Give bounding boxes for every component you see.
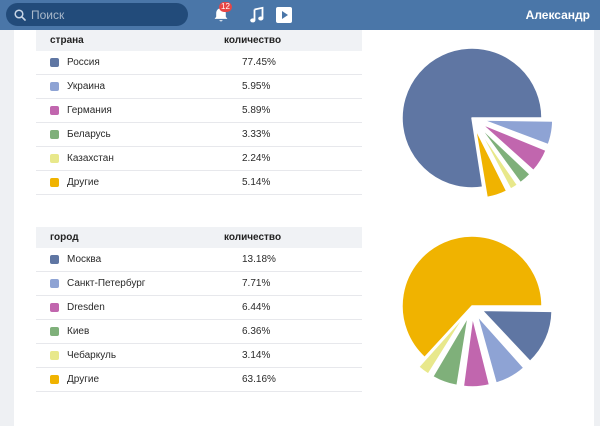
table-row: Другие 63.16% <box>36 368 362 392</box>
table-row: Другие 5.14% <box>36 171 362 195</box>
search-box[interactable] <box>6 3 188 26</box>
count-column-header: количество <box>224 35 282 46</box>
table-row: Киев 6.36% <box>36 320 362 344</box>
pie-slice-Чебаркуль <box>417 314 467 375</box>
legend-swatch <box>50 178 59 187</box>
pie-slice-Киев <box>431 315 470 387</box>
count-column-header: количество <box>224 232 282 243</box>
cities-pie-chart <box>401 235 553 388</box>
pie-slice-Россия <box>401 47 543 189</box>
table-row: Германия 5.89% <box>36 99 362 123</box>
legend-swatch <box>50 58 59 67</box>
search-icon <box>14 8 26 21</box>
music-icon[interactable] <box>249 6 265 24</box>
legend-swatch <box>50 279 59 288</box>
row-value: 5.95% <box>242 81 271 92</box>
row-label: Беларусь <box>67 129 111 140</box>
countries-table: страна количество Россия 77.45% Украина … <box>36 30 362 195</box>
legend-swatch <box>50 351 59 360</box>
pie-slice-Германия <box>480 123 547 172</box>
pie-slice-Другие <box>474 127 508 199</box>
table-row: Беларусь 3.33% <box>36 123 362 147</box>
table-row: Dresden 6.44% <box>36 296 362 320</box>
user-name[interactable]: Александр <box>525 8 590 22</box>
pie-slice-Другие <box>401 235 543 359</box>
row-value: 2.24% <box>242 153 271 164</box>
video-icon[interactable] <box>275 6 293 24</box>
row-label: Санкт-Петербург <box>67 278 146 289</box>
countries-pie-chart <box>401 47 554 199</box>
legend-swatch <box>50 106 59 115</box>
legend-swatch <box>50 375 59 384</box>
row-value: 63.16% <box>242 374 276 385</box>
legend-swatch <box>50 303 59 312</box>
legend-swatch <box>50 255 59 264</box>
row-label: Другие <box>67 374 100 385</box>
legend-swatch <box>50 154 59 163</box>
row-label: Москва <box>67 254 102 265</box>
row-value: 77.45% <box>242 57 276 68</box>
legend-swatch <box>50 82 59 91</box>
row-label: Германия <box>67 105 112 116</box>
row-value: 3.33% <box>242 129 271 140</box>
row-label: Другие <box>67 177 100 188</box>
legend-swatch <box>50 327 59 336</box>
table-row: Украина 5.95% <box>36 75 362 99</box>
country-column-header: страна <box>50 35 84 46</box>
row-label: Казахстан <box>67 153 114 164</box>
row-label: Киев <box>67 326 90 337</box>
row-label: Россия <box>67 57 100 68</box>
stats-panel: страна количество Россия 77.45% Украина … <box>14 30 594 426</box>
row-value: 6.36% <box>242 326 271 337</box>
notifications-count-badge: 12 <box>219 2 232 12</box>
row-value: 13.18% <box>242 254 276 265</box>
pie-slice-Санкт-Петербург <box>476 314 525 384</box>
cities-table-header: город количество <box>36 227 362 248</box>
pie-slice-Беларусь <box>478 125 531 184</box>
row-value: 5.89% <box>242 105 271 116</box>
pie-slice-Dresden <box>462 316 491 388</box>
top-bar: 12 Александр <box>0 0 600 30</box>
row-value: 7.71% <box>242 278 271 289</box>
city-column-header: город <box>50 232 79 243</box>
table-row: Санкт-Петербург 7.71% <box>36 272 362 296</box>
legend-swatch <box>50 130 59 139</box>
cities-table: город количество Москва 13.18% Санкт-Пет… <box>36 227 362 392</box>
table-row: Казахстан 2.24% <box>36 147 362 171</box>
pie-slice-Москва <box>481 309 553 363</box>
pie-slice-Казахстан <box>476 126 519 190</box>
row-value: 3.14% <box>242 350 271 361</box>
row-label: Украина <box>67 81 106 92</box>
row-label: Чебаркуль <box>67 350 117 361</box>
row-label: Dresden <box>67 302 105 313</box>
table-row: Россия 77.45% <box>36 51 362 75</box>
pie-slice-Украина <box>482 119 554 146</box>
row-value: 5.14% <box>242 177 271 188</box>
search-input[interactable] <box>31 7 171 22</box>
table-row: Чебаркуль 3.14% <box>36 344 362 368</box>
countries-table-header: страна количество <box>36 30 362 51</box>
table-row: Москва 13.18% <box>36 248 362 272</box>
row-value: 6.44% <box>242 302 271 313</box>
